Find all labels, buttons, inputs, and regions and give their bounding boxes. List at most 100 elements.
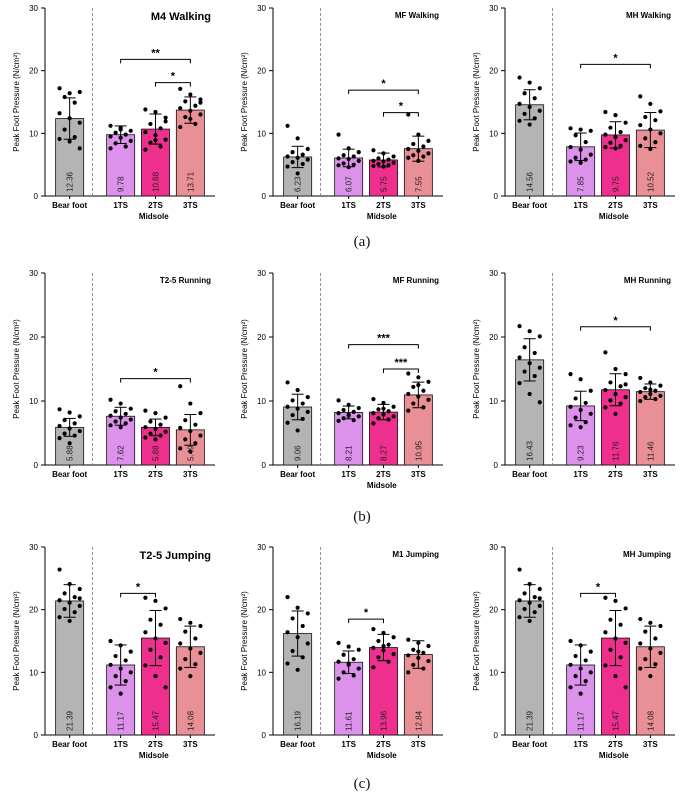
data-point [77, 596, 82, 601]
data-point [305, 409, 310, 414]
data-point [386, 642, 391, 647]
data-point [153, 673, 158, 679]
chart-panel-2: 0 10 20 30 Peak Foot Pressure (N/cm²) 6.23 6.0… [240, 4, 443, 221]
data-point [143, 147, 148, 152]
value-label: 14.08 [646, 710, 655, 731]
data-point [532, 96, 537, 101]
x-tick-label: 2TS [148, 740, 163, 749]
data-point [57, 111, 62, 116]
data-point [522, 91, 527, 96]
data-point [285, 380, 290, 385]
data-point [198, 112, 203, 117]
significance-bracket [348, 89, 419, 95]
chart-title: MF Running [393, 276, 439, 285]
data-point [568, 372, 573, 377]
data-point [148, 431, 153, 436]
data-point [193, 121, 198, 127]
data-point [285, 661, 290, 666]
y-tick-label: 0 [262, 461, 267, 470]
data-point [113, 130, 118, 135]
data-point [300, 152, 305, 157]
y-tick-label: 30 [489, 269, 498, 278]
data-point [522, 591, 527, 596]
y-tick-label: 30 [489, 543, 498, 552]
data-point [406, 637, 411, 642]
data-point [618, 401, 623, 406]
data-point [72, 421, 77, 426]
data-point [588, 411, 593, 416]
data-point [108, 638, 113, 644]
data-point [351, 162, 356, 167]
data-point [391, 160, 396, 165]
data-point [643, 395, 648, 400]
data-point [285, 595, 290, 600]
y-tick-label: 0 [494, 461, 499, 470]
y-tick-label: 30 [257, 543, 266, 552]
data-point [537, 86, 542, 91]
data-point [285, 154, 290, 159]
y-tick-label: 30 [29, 543, 38, 552]
data-point [290, 648, 295, 654]
data-point [573, 155, 578, 160]
chart-title: T2-5 Running [160, 276, 211, 285]
data-point [143, 129, 148, 135]
value-label: 16.43 [526, 440, 535, 461]
y-tick-label: 10 [29, 397, 38, 406]
chart-panel-7: 0 10 20 30 Peak Foot Pressure (N/cm²) 21.39 11… [12, 543, 215, 760]
significance-bracket [120, 58, 191, 64]
y-tick-label: 10 [29, 129, 38, 138]
data-point [527, 618, 532, 624]
data-point [391, 404, 396, 409]
significance-label: *** [377, 333, 391, 345]
data-point [426, 151, 431, 156]
data-point [517, 380, 522, 386]
data-point [583, 140, 588, 145]
data-point [193, 662, 198, 667]
data-point [188, 620, 193, 625]
data-point [188, 401, 193, 406]
data-point [290, 150, 295, 155]
y-axis-label: Peak Foot Pressure (N/cm²) [240, 319, 249, 419]
significance-label: * [136, 581, 141, 593]
data-point [295, 667, 300, 672]
data-point [158, 144, 163, 149]
data-point [638, 641, 643, 646]
data-point [62, 606, 67, 612]
data-point [643, 386, 648, 391]
data-point [108, 123, 113, 128]
value-label: 6.07 [345, 176, 354, 192]
data-point [341, 407, 346, 413]
data-point [411, 153, 416, 158]
data-point [356, 158, 361, 164]
data-point [300, 623, 305, 629]
chart-title: MH Jumping [623, 550, 671, 559]
data-point [295, 136, 300, 141]
data-point [163, 115, 168, 120]
data-point [588, 128, 593, 133]
y-tick-label: 0 [34, 192, 39, 201]
significance-label: * [613, 315, 618, 327]
data-point [638, 389, 643, 395]
data-point [522, 369, 527, 374]
y-tick-label: 0 [34, 731, 39, 740]
data-point [386, 409, 391, 414]
data-point [537, 108, 542, 113]
significance-bracket [120, 592, 156, 598]
data-point [153, 411, 158, 416]
data-point [638, 666, 643, 671]
significance-label: * [381, 78, 386, 90]
data-point [613, 673, 618, 679]
data-point [608, 125, 613, 130]
data-point [183, 99, 188, 104]
data-point [568, 662, 573, 667]
data-point [113, 419, 118, 424]
x-tick-label: 3TS [643, 740, 658, 749]
chart-panel-8: 0 10 20 30 Peak Foot Pressure (N/cm²) 16.19 11… [240, 543, 443, 760]
data-point [522, 345, 527, 350]
x-tick-label: 3TS [183, 740, 198, 749]
data-point [72, 433, 77, 438]
data-point [588, 152, 593, 157]
data-point [421, 650, 426, 656]
data-point [336, 156, 341, 161]
data-point [406, 112, 411, 117]
